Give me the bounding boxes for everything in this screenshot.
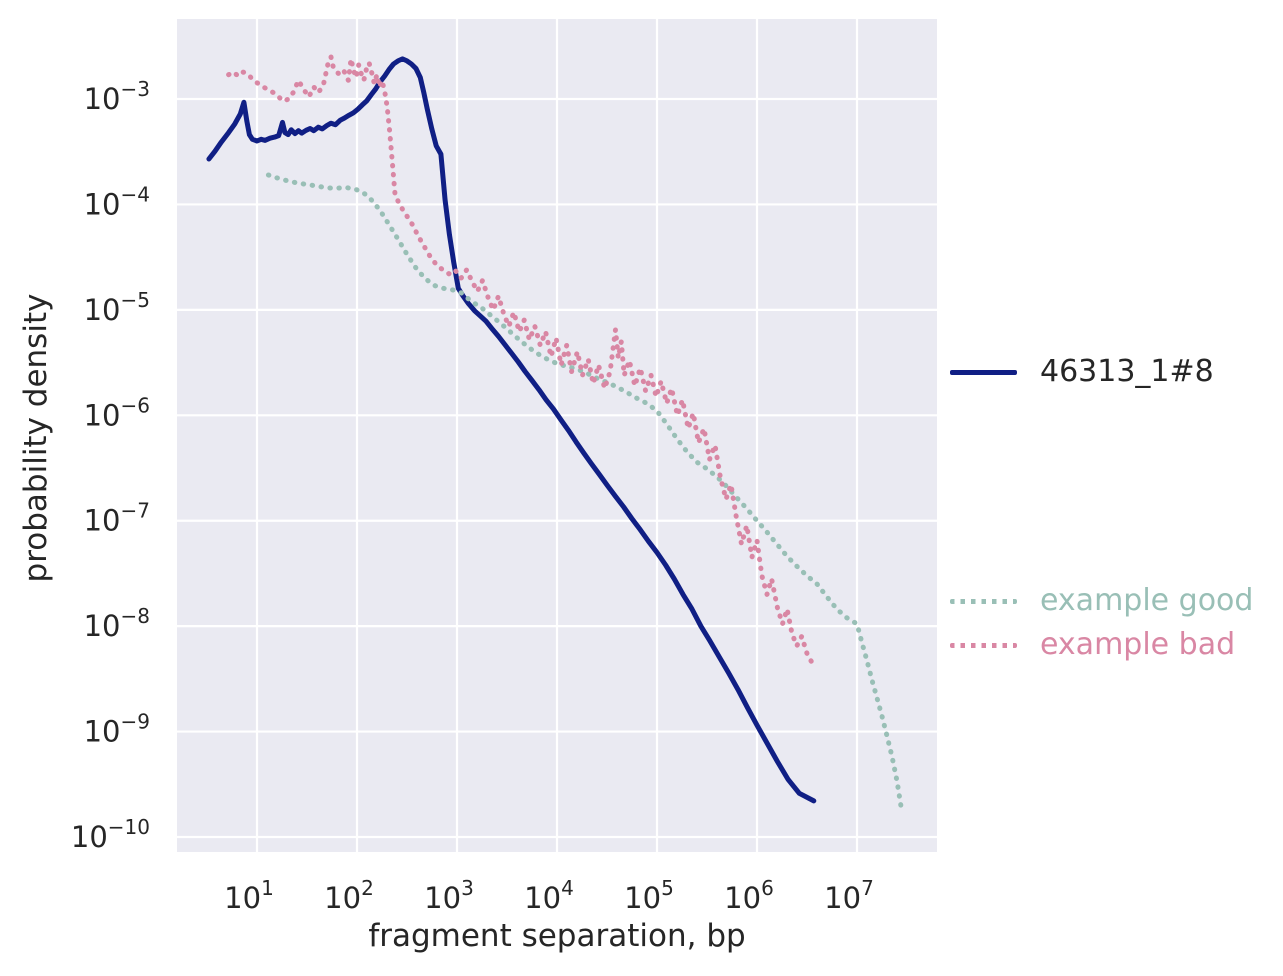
legend-entry-example-bad: example bad <box>950 623 1253 667</box>
svg-text:103: 103 <box>424 876 474 915</box>
svg-text:10−3: 10−3 <box>84 77 150 116</box>
svg-text:105: 105 <box>624 876 674 915</box>
legend-examples: example good example bad <box>950 579 1253 667</box>
legend-main: 46313_1#8 <box>950 350 1214 394</box>
svg-text:10−5: 10−5 <box>84 288 150 327</box>
svg-text:102: 102 <box>324 876 374 915</box>
legend-line-swatch-example-good <box>950 598 1017 604</box>
legend-label-example-bad: example bad <box>1040 627 1236 662</box>
svg-text:10−4: 10−4 <box>84 182 150 221</box>
svg-text:10−8: 10−8 <box>84 604 150 643</box>
svg-text:107: 107 <box>824 876 874 915</box>
svg-text:10−6: 10−6 <box>84 393 150 432</box>
legend-line-swatch-sample <box>950 369 1017 375</box>
x-axis-label: fragment separation, bp <box>368 918 746 954</box>
legend-line-swatch-example-bad <box>950 642 1017 648</box>
y-axis-label: probability density <box>18 293 54 583</box>
svg-text:10−7: 10−7 <box>84 499 150 538</box>
legend-entry-sample: 46313_1#8 <box>950 350 1214 394</box>
legend-entry-example-good: example good <box>950 579 1253 623</box>
svg-text:106: 106 <box>724 876 774 915</box>
svg-text:104: 104 <box>524 876 574 915</box>
svg-text:10−10: 10−10 <box>71 815 150 854</box>
legend-label-example-good: example good <box>1040 583 1254 618</box>
svg-text:101: 101 <box>224 876 274 915</box>
svg-text:10−9: 10−9 <box>84 710 150 749</box>
legend-label-sample: 46313_1#8 <box>1040 354 1214 389</box>
